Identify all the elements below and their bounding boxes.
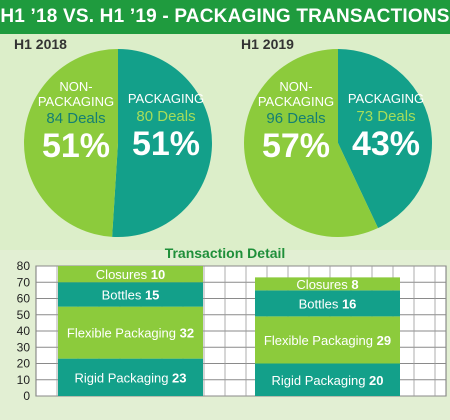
y-tick-6: 60: [17, 292, 31, 306]
pie-title-2019: H1 2019: [241, 36, 294, 52]
pie-label-2018-non-2: PACKAGING: [38, 94, 114, 109]
bar-segment-0-1: [58, 306, 203, 359]
bar-label-0-1: Flexible Packaging 32: [67, 326, 194, 341]
bar-segment-1-1: [255, 316, 400, 364]
pie-deals-2019-non: 96 Deals: [266, 110, 325, 127]
pie-label-2019-packaging: PACKAGING: [348, 91, 424, 106]
bar-label-0-0: Rigid Packaging 23: [74, 370, 186, 385]
pie-label-2018-non-1: NON-: [59, 79, 92, 94]
y-tick-1: 10: [17, 373, 31, 387]
pie-title-2018: H1 2018: [14, 36, 67, 52]
page-title: H1 ’18 VS. H1 ’19 - PACKAGING TRANSACTIO…: [0, 0, 450, 34]
pie-slice-2019-1: [243, 49, 379, 237]
pie-slice-2018-0: [112, 49, 213, 237]
y-tick-4: 40: [17, 324, 31, 338]
y-tick-7: 70: [17, 275, 31, 289]
pie-label-2019-non-2: PACKAGING: [258, 94, 334, 109]
y-tick-8: 80: [17, 259, 31, 273]
bar-segment-1-2: [255, 290, 400, 317]
pie-percent-2018-non: 51%: [42, 127, 110, 165]
bar-segment-0-3: [58, 266, 203, 283]
y-tick-2: 20: [17, 357, 31, 371]
pie-slice-2018-1: [24, 49, 118, 237]
bar-label-1-3: Closures 8: [296, 277, 358, 292]
bar-label-0-3: Closures 10: [96, 267, 165, 282]
pie-deals-2018-packaging: 80 Deals: [136, 108, 195, 125]
pie-percent-2019-non: 57%: [262, 127, 330, 165]
pie-deals-2018-non: 84 Deals: [46, 110, 105, 127]
pie-slice-2019-0: [338, 49, 432, 229]
bar-label-1-0: Rigid Packaging 20: [271, 373, 383, 388]
bar-segment-0-2: [58, 282, 203, 307]
y-tick-5: 50: [17, 308, 31, 322]
bar-label-1-1: Flexible Packaging 29: [264, 333, 391, 348]
pie-deals-2019-packaging: 73 Deals: [356, 108, 415, 125]
bar-label-1-2: Bottles 16: [299, 296, 357, 311]
bar-label-0-2: Bottles 15: [102, 287, 160, 302]
pie-label-2018-packaging: PACKAGING: [128, 91, 204, 106]
y-tick-3: 30: [17, 340, 31, 354]
bar-segment-1-0: [255, 363, 400, 396]
bar-segment-0-0: [58, 358, 203, 396]
pie-label-2019-non-1: NON-: [279, 79, 312, 94]
y-tick-0: 0: [23, 389, 30, 403]
pie-percent-2018-packaging: 51%: [132, 125, 200, 163]
bar-chart-title: Transaction Detail: [164, 245, 286, 261]
bar-segment-1-3: [255, 277, 400, 291]
pie-percent-2019-packaging: 43%: [352, 125, 420, 163]
